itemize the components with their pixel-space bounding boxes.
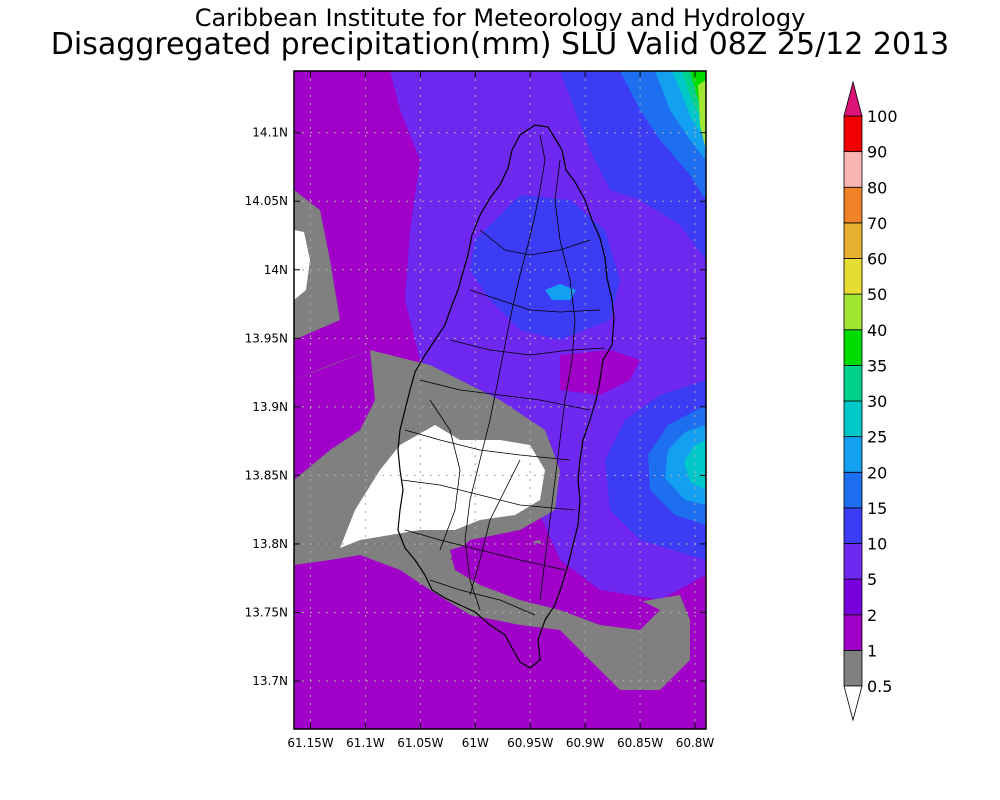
colorbar-level-label: 15 [867,499,887,518]
lon-tick-label: 61.15W [287,736,333,750]
colorbar-swatch [843,436,863,473]
map-subtitle: Disaggregated precipitation(mm) SLU Vali… [50,27,950,62]
colorbar-level-label: 35 [867,356,887,375]
river-line [404,429,571,461]
colorbar-swatch [843,649,863,687]
colorbar-level-label: 2 [867,606,877,625]
precipitation-field [294,71,706,729]
lon-tick-label: 60.85W [617,736,663,750]
lat-tick-label: 13.9N [252,400,288,414]
map-gridlines [294,71,706,729]
map-frame [293,70,707,730]
island-outline [397,124,615,669]
colorbar-under-arrow [843,685,863,722]
colorbar-level-label: 100 [867,107,898,126]
lon-tick-label: 60.8W [676,736,715,750]
precip-below-0.5-west [294,230,310,300]
colorbar-swatch [843,329,863,366]
precip-band-1-2-south-tongue [450,535,660,630]
colorbar-level-label: 5 [867,570,877,589]
precip-band-0.5-1-west [294,190,340,340]
river-line [469,289,601,313]
river-line [479,229,591,256]
colorbar-level-label: 10 [867,535,887,554]
colorbar-level-label: 90 [867,143,887,162]
river-line [429,579,536,616]
colorbar-level-label: 40 [867,321,887,340]
colorbar-level-label: 50 [867,285,887,304]
colorbar-swatch [843,364,863,402]
colorbar-swatch [843,614,863,651]
precip-band-0.5-1-west-mid [294,370,470,555]
colorbar-swatch [843,258,863,295]
colorbar-level-label: 25 [867,428,887,447]
colorbar-swatch [843,115,863,153]
colorbar-level-label: 1 [867,641,877,660]
colorbar-swatch [843,507,863,544]
saint-lucia-coastline [397,124,615,669]
precip-below-0.5-south-interior [340,425,545,548]
colorbar-level-label: 20 [867,463,887,482]
river-line [401,479,576,511]
colorbar-swatch [843,186,863,224]
colorbar-over-arrow [843,80,863,117]
river-line [404,529,566,571]
lat-tick-label: 14N [264,263,288,277]
lon-tick-label: 61W [462,736,489,750]
precip-band-1-2-east-lobe [560,350,640,395]
river-line [429,399,461,551]
river-line [469,459,521,596]
colorbar-swatch [843,400,863,438]
colorbar-swatch [843,293,863,331]
lat-tick-label: 14.05N [245,194,288,208]
colorbar-level-label: 30 [867,392,887,411]
colorbar-swatch [843,543,863,580]
lat-tick-label: 13.75N [245,605,288,619]
precip-band-1-2-west-strip [294,350,375,480]
lat-tick-label: 13.95N [245,331,288,345]
colorbar-swatch [843,222,863,259]
river-line [539,159,576,601]
longitude-axis: 61.15W 61.1W 61.05W 61W 60.95W 60.9W 60.85W 60.… [287,71,714,750]
precip-band-20-25-interior [545,284,576,300]
colorbar-level-label: 80 [867,178,887,197]
lon-tick-label: 61.1W [346,736,385,750]
lat-tick-label: 13.7N [252,674,288,688]
precip-band-10-15 [470,195,620,340]
saint-lucia-rivers [401,134,606,616]
river-line [464,134,546,611]
lon-tick-label: 60.9W [566,736,605,750]
river-line [449,339,606,356]
map-title: Caribbean Institute for Meteorology and … [194,4,806,32]
lat-tick-label: 14.1N [252,126,288,140]
colorbar-level-label: 0.5 [867,677,892,696]
river-line [419,379,591,411]
colorbar-level-label: 70 [867,214,887,233]
colorbar-swatch [843,471,863,509]
colorbar-swatch [843,578,863,616]
lon-tick-label: 61.05W [397,736,443,750]
latitude-axis: 14.1N 14.05N 14N 13.95N 13.9N 13.85N 13.8N 13.7… [245,126,706,688]
lon-tick-label: 60.95W [507,736,553,750]
lat-tick-label: 13.8N [252,537,288,551]
lat-tick-label: 13.85N [245,468,288,482]
colorbar-swatch [843,151,863,188]
colorbar-level-label: 60 [867,250,887,269]
